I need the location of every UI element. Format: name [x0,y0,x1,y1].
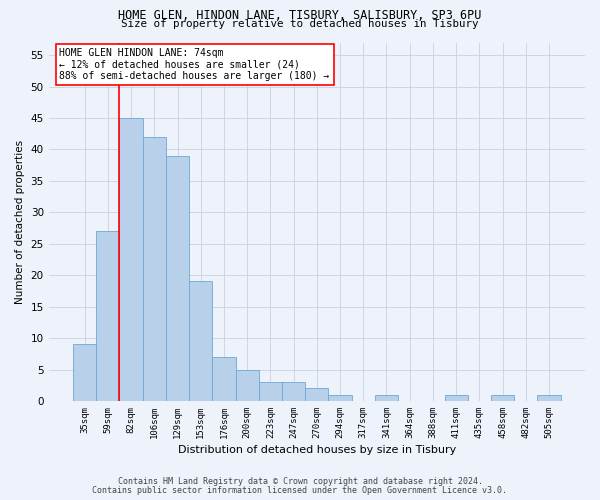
Text: HOME GLEN, HINDON LANE, TISBURY, SALISBURY, SP3 6PU: HOME GLEN, HINDON LANE, TISBURY, SALISBU… [118,9,482,22]
Bar [305,388,328,401]
Bar [212,357,236,401]
Bar [73,344,96,401]
Bar [445,394,468,401]
Bar [236,370,259,401]
Text: Size of property relative to detached houses in Tisbury: Size of property relative to detached ho… [121,19,479,29]
Bar [119,118,143,401]
Bar [143,137,166,401]
Bar [259,382,282,401]
Y-axis label: Number of detached properties: Number of detached properties [15,140,25,304]
Bar [282,382,305,401]
Text: HOME GLEN HINDON LANE: 74sqm
← 12% of detached houses are smaller (24)
88% of se: HOME GLEN HINDON LANE: 74sqm ← 12% of de… [59,48,329,81]
Bar [375,394,398,401]
Text: Contains public sector information licensed under the Open Government Licence v3: Contains public sector information licen… [92,486,508,495]
Bar [538,394,560,401]
Bar [166,156,189,401]
Text: Contains HM Land Registry data © Crown copyright and database right 2024.: Contains HM Land Registry data © Crown c… [118,477,482,486]
Bar [96,231,119,401]
Bar [328,394,352,401]
Bar [491,394,514,401]
X-axis label: Distribution of detached houses by size in Tisbury: Distribution of detached houses by size … [178,445,456,455]
Bar [189,282,212,401]
